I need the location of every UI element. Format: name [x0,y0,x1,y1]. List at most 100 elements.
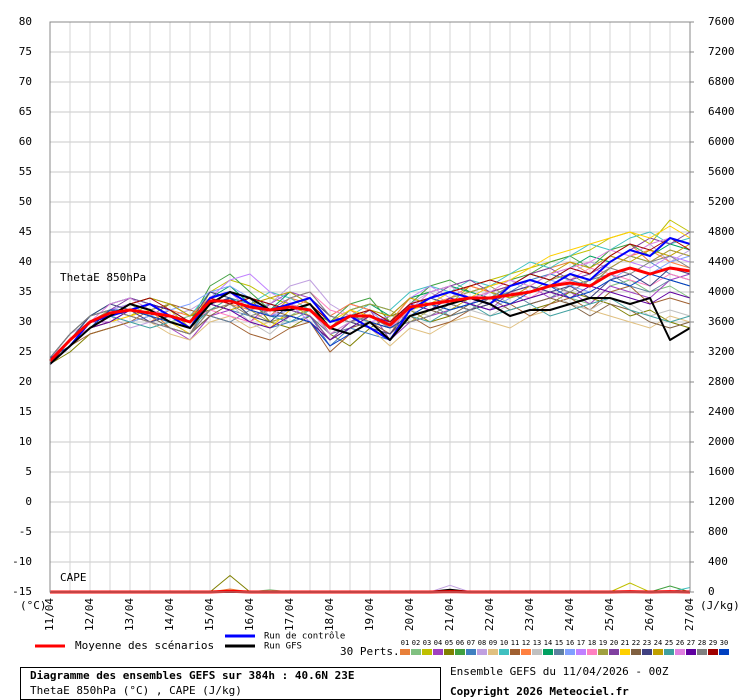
legend-label: 27 [687,639,695,647]
y-tick-label: 55 [19,165,32,178]
legend-label: 04 [434,639,442,647]
legend-label: 10 [500,639,508,647]
y-tick-label: 15 [19,405,32,418]
x-tick-label: 22/04 [483,598,496,631]
y2-tick-label: 4400 [708,255,735,268]
legend-swatch [708,649,718,655]
y-axis-label: (°C) [20,599,47,612]
x-tick-label: 15/04 [203,598,216,631]
legend-swatch [642,649,652,655]
x-tick-label: 14/04 [163,598,176,631]
y-tick-label: 75 [19,45,32,58]
thetae-line [48,266,691,363]
legend-label: Run GFS [264,642,302,652]
y2-axis-label: (J/kg) [700,599,740,612]
legend-swatch [587,649,597,655]
legend-label: 29 [709,639,717,647]
y2-tick-label: 3200 [708,345,735,358]
footer-subtitle: ThetaE 850hPa (°C) , CAPE (J/kg) [30,684,242,697]
legend-label: 02 [412,639,420,647]
legend-label: 20 [610,639,618,647]
legend-label: 05 [445,639,453,647]
legend-label: 14 [544,639,552,647]
legend-swatch [532,649,542,655]
run-info: Ensemble GEFS du 11/04/2026 - 00Z [450,665,669,678]
x-tick-label: 23/04 [523,598,536,631]
y-tick-label: 20 [19,375,32,388]
y2-tick-label: 6400 [708,105,735,118]
x-tick-label: 17/04 [283,598,296,631]
y-tick-label: 65 [19,105,32,118]
y-tick-label: 70 [19,75,32,88]
y-tick-label: 60 [19,135,32,148]
legend-swatch [466,649,476,655]
legend-swatch [697,649,707,655]
legend-label: 21 [621,639,629,647]
y2-tick-label: 1600 [708,465,735,478]
legend-swatch [543,649,553,655]
legend-swatch [455,649,465,655]
legend-swatch [400,649,410,655]
legend-swatch [620,649,630,655]
perturbations-label: 30 Perts. [340,645,400,658]
x-tick-label: 25/04 [603,598,616,631]
legend-swatch [499,649,509,655]
legend-label: 01 [401,639,409,647]
legend-label: 25 [665,639,673,647]
y2-tick-label: 1200 [708,495,735,508]
legend-label: 11 [511,639,519,647]
legend-swatch [576,649,586,655]
y2-tick-label: 7200 [708,45,735,58]
plot-frame [49,21,691,593]
y-tick-label: 5 [25,465,32,478]
legend-swatch [609,649,619,655]
thetae-line [49,237,691,365]
y2-tick-label: 4800 [708,225,735,238]
legend-swatch [521,649,531,655]
legend-label: 12 [522,639,530,647]
legend-swatch [631,649,641,655]
legend-swatch [477,649,487,655]
legend-label: 13 [533,639,541,647]
legend: Moyenne des scénarios Run de contrôleRun … [35,631,729,655]
y2-tick-label: 400 [708,555,728,568]
y2-tick-label: 6000 [708,135,735,148]
y-tick-label: -5 [19,525,32,538]
legend-swatch [510,649,520,655]
legend-label: 28 [698,639,706,647]
legend-swatch [488,649,498,655]
y2-tick-label: 800 [708,525,728,538]
copyright: Copyright 2026 Meteociel.fr [450,685,629,698]
y2-tick-label: 6800 [708,75,735,88]
x-tick-label: 18/04 [323,598,336,631]
x-tick-label: 26/04 [643,598,656,631]
legend-label: 22 [632,639,640,647]
x-tick-label: 21/04 [443,598,456,631]
y2-tick-label: 4000 [708,285,735,298]
legend-label: 26 [676,639,684,647]
legend-swatch [664,649,674,655]
x-tick-label: 27/04 [683,598,696,631]
y-tick-label: 10 [19,435,32,448]
legend-label: 09 [489,639,497,647]
legend-label: 03 [423,639,431,647]
legend-swatch [598,649,608,655]
y-tick-label: -15 [12,585,32,598]
y-tick-label: 25 [19,345,32,358]
x-tick-label: 11/04 [43,598,56,631]
legend-swatch [422,649,432,655]
x-tick-label: 12/04 [83,598,96,631]
y-tick-label: 0 [25,495,32,508]
legend-label: 30 [720,639,728,647]
annotation: ThetaE 850hPa [60,271,146,284]
legend-swatch [653,649,663,655]
y2-tick-label: 7600 [708,15,735,28]
thetae-line [49,237,691,365]
legend-label: 07 [467,639,475,647]
legend-label: 16 [566,639,574,647]
annotation: CAPE [60,571,87,584]
legend-swatch [444,649,454,655]
x-tick-label: 16/04 [243,598,256,631]
